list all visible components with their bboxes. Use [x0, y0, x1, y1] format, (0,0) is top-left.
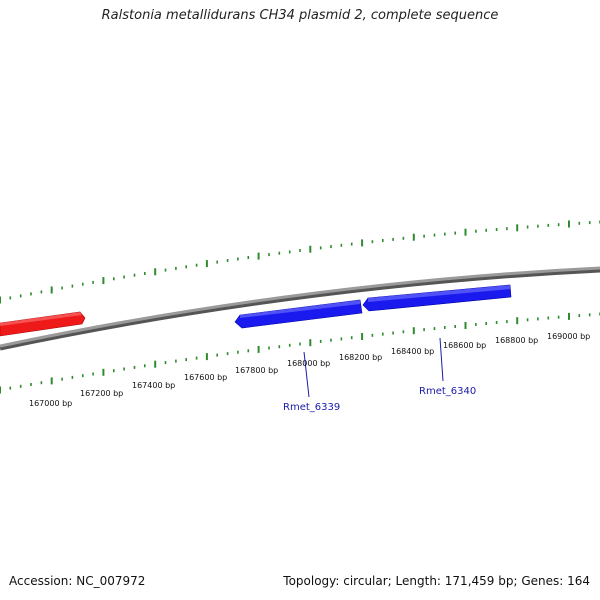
gene-rmet-6339[interactable] [234, 299, 363, 329]
plasmid-backbone [0, 266, 600, 348]
gene-label-rmet-6340: Rmet_6340 [419, 386, 476, 397]
accession-text: Accession: NC_007972 [9, 574, 146, 588]
leader-rmet-6340 [439, 337, 444, 382]
outer-tick-track [0, 220, 600, 304]
backbone-shadow [0, 267, 600, 351]
map-title: Ralstonia metallidurans CH34 plasmid 2, … [101, 8, 499, 23]
gene-rmet-6340[interactable] [362, 284, 512, 312]
tick-label: 167000 bp [29, 399, 72, 408]
tick-label: 168800 bp [495, 336, 538, 345]
tick-label: 169000 bp [547, 332, 590, 341]
tick-label: 168000 bp [287, 359, 330, 368]
tick-label: 168400 bp [391, 347, 434, 356]
tick-label: 168600 bp [443, 341, 486, 350]
topology-summary: Topology: circular; Length: 171,459 bp; … [283, 574, 590, 588]
tick-label: 167800 bp [235, 366, 278, 375]
inner-tick-track [0, 312, 600, 394]
tick-label: 167400 bp [132, 381, 175, 390]
tick-label: 168200 bp [339, 353, 382, 362]
leader-rmet-6339 [303, 351, 310, 398]
gene-label-rmet-6339: Rmet_6339 [283, 402, 340, 413]
tick-label: 167600 bp [184, 373, 227, 382]
tick-label: 167200 bp [80, 389, 123, 398]
gene-red[interactable] [0, 311, 86, 337]
